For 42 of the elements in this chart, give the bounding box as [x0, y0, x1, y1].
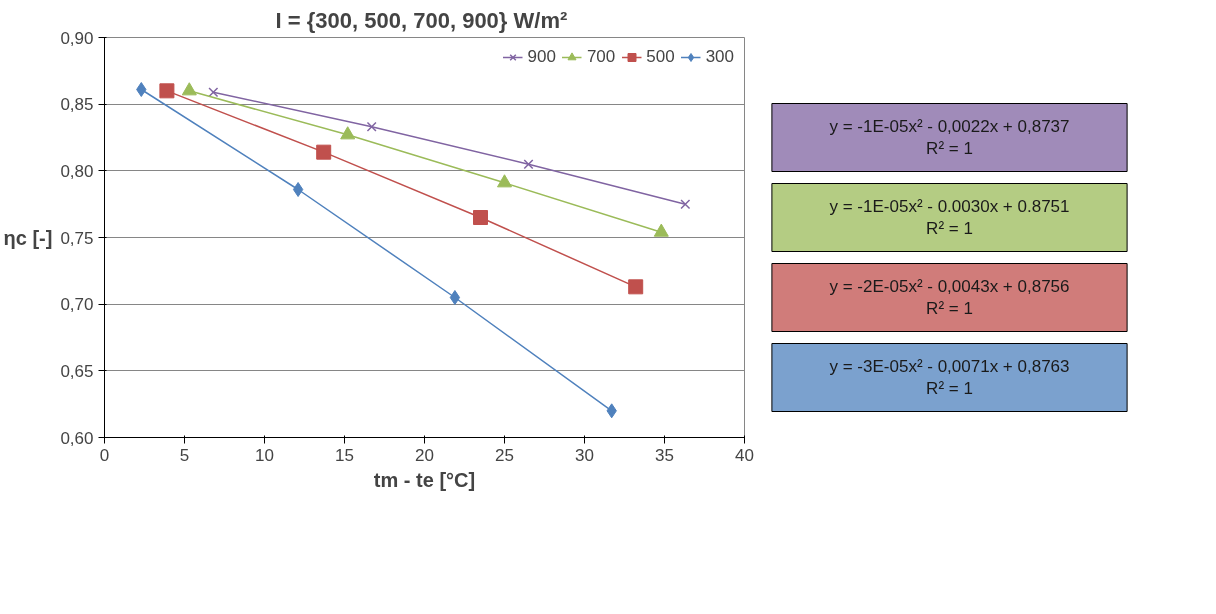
text: y = -2E-05x² - 0,0043x + 0,8756 R² = 1	[829, 276, 1070, 319]
y-tick-label: 0,70	[60, 295, 94, 315]
point	[523, 159, 534, 170]
x-tick-label: 35	[655, 445, 674, 465]
point	[340, 126, 356, 140]
point	[181, 82, 197, 96]
y-tick-label: 0,60	[60, 428, 94, 448]
y-axis-title: ηc [-]	[3, 226, 53, 249]
point	[473, 210, 488, 225]
legend-label: 500	[646, 47, 675, 67]
point	[449, 290, 461, 305]
point	[628, 279, 644, 295]
legend-label: 700	[586, 47, 616, 67]
y-tick-label: 0,85	[60, 95, 94, 115]
x-tick-label: 25	[495, 445, 514, 465]
x-tick-label: 15	[335, 445, 354, 465]
legend-label: 900	[527, 47, 556, 67]
y-tick-label: 0,75	[60, 228, 94, 248]
x-tick-label: 5	[179, 445, 190, 465]
point	[316, 144, 332, 160]
chart-title: I = {300, 500, 700, 900} W/m²	[275, 7, 568, 33]
point	[208, 87, 219, 98]
x-tick-label: 0	[99, 445, 110, 465]
text: y = -1E-05x² - 0.0030x + 0.8751 R² = 1	[829, 196, 1070, 239]
text: y = -3E-05x² - 0,0071x + 0,8763 R² = 1	[829, 356, 1070, 399]
y-tick-label: 0,65	[60, 361, 94, 381]
point	[136, 82, 147, 97]
y-tick-label: 0,80	[60, 161, 94, 181]
point	[497, 174, 512, 188]
legend-label: 300	[705, 47, 734, 67]
x-tick-label: 40	[735, 445, 754, 465]
point	[653, 223, 669, 237]
point	[680, 199, 691, 210]
x-tick-label: 30	[575, 445, 594, 465]
point	[292, 182, 304, 197]
x-axis-title: tm - te [°C]	[373, 468, 476, 491]
text: y = -1E-05x² - 0,0022x + 0,8737 R² = 1	[829, 116, 1070, 159]
x-tick-label: 10	[255, 445, 274, 465]
y-tick-label: 0,90	[60, 28, 94, 48]
point	[366, 121, 377, 132]
x-tick-label: 20	[415, 445, 434, 465]
point	[159, 83, 175, 99]
